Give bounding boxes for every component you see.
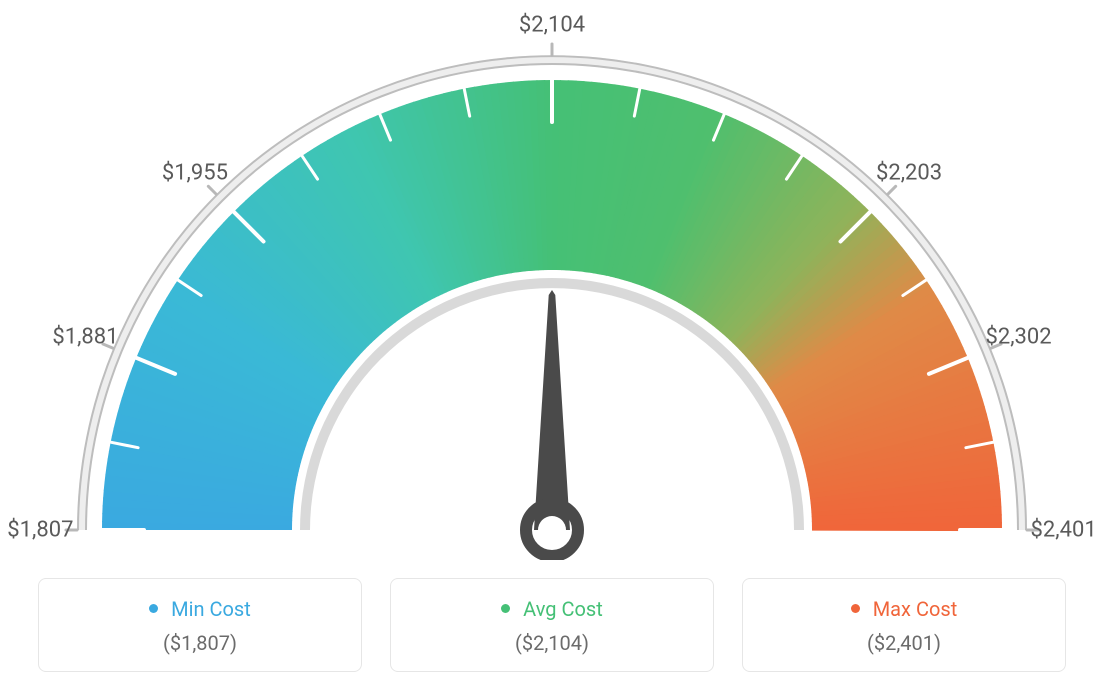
gauge-tick-label: $2,401 <box>1031 518 1097 543</box>
max-cost-title: Max Cost <box>753 597 1055 621</box>
min-cost-title: Min Cost <box>49 597 351 621</box>
max-cost-value: ($2,401) <box>753 631 1055 655</box>
min-dot-icon <box>149 604 158 613</box>
min-cost-value: ($1,807) <box>49 631 351 655</box>
chart-container: $1,807 $1,881 $1,955 $2,104 $2,203 $2,302 $2,4… <box>0 0 1104 690</box>
summary-cards: Min Cost ($1,807) Avg Cost ($2,104) Max … <box>38 578 1066 672</box>
gauge-tick-label: $2,302 <box>985 324 1051 349</box>
avg-cost-title: Avg Cost <box>401 597 703 621</box>
gauge-tick-label: $1,955 <box>162 160 228 185</box>
gauge-area: $1,807 $1,881 $1,955 $2,104 $2,203 $2,302 $2,4… <box>0 0 1104 560</box>
gauge-tick-label: $1,807 <box>7 518 73 543</box>
avg-dot-icon <box>501 604 510 613</box>
min-cost-label: Min Cost <box>171 597 251 621</box>
avg-cost-label: Avg Cost <box>523 597 603 621</box>
gauge-tick-label: $2,104 <box>519 13 585 38</box>
avg-cost-card: Avg Cost ($2,104) <box>390 578 714 672</box>
gauge-tick-label: $1,881 <box>52 324 118 349</box>
max-dot-icon <box>851 604 860 613</box>
max-cost-label: Max Cost <box>873 597 958 621</box>
gauge-tick-label: $2,203 <box>876 160 942 185</box>
gauge-svg <box>0 0 1104 560</box>
avg-cost-value: ($2,104) <box>401 631 703 655</box>
max-cost-card: Max Cost ($2,401) <box>742 578 1066 672</box>
min-cost-card: Min Cost ($1,807) <box>38 578 362 672</box>
